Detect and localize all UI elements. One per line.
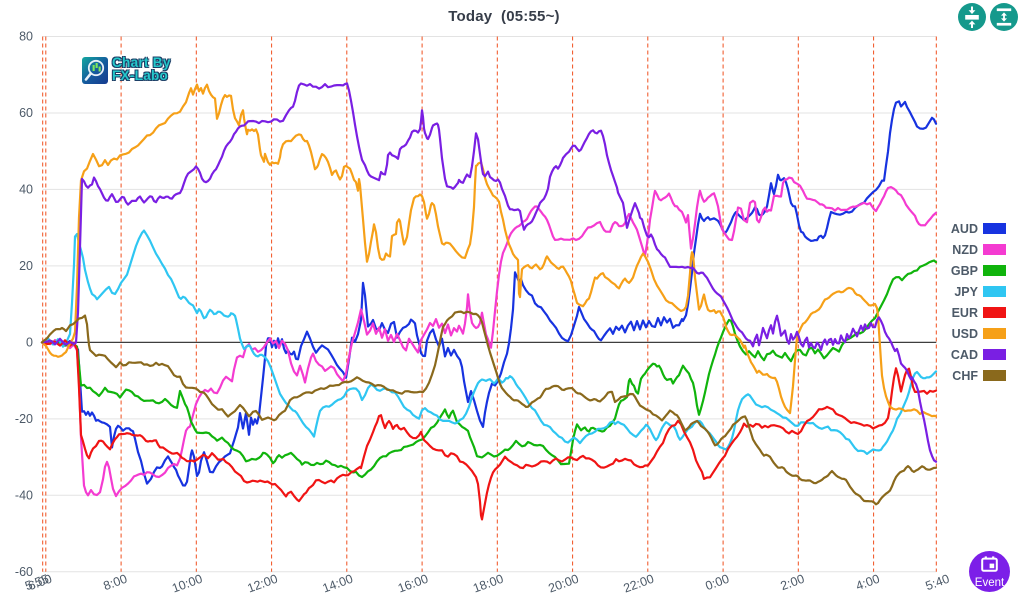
svg-text:0: 0 bbox=[26, 335, 33, 349]
svg-text:80: 80 bbox=[19, 30, 33, 44]
svg-text:-60: -60 bbox=[15, 565, 33, 579]
svg-text:5:40: 5:40 bbox=[924, 572, 952, 593]
svg-text:16:00: 16:00 bbox=[396, 572, 430, 596]
svg-text:12:00: 12:00 bbox=[245, 572, 279, 596]
svg-text:20: 20 bbox=[19, 259, 33, 273]
svg-text:-40: -40 bbox=[15, 488, 33, 502]
svg-text:-20: -20 bbox=[15, 412, 33, 426]
svg-text:0:00: 0:00 bbox=[703, 572, 731, 593]
svg-text:14:00: 14:00 bbox=[321, 572, 355, 596]
svg-text:60: 60 bbox=[19, 106, 33, 120]
svg-text:8:00: 8:00 bbox=[101, 572, 129, 593]
svg-text:22:00: 22:00 bbox=[622, 572, 656, 596]
svg-text:20:00: 20:00 bbox=[546, 572, 580, 596]
svg-text:18:00: 18:00 bbox=[471, 572, 505, 596]
svg-text:40: 40 bbox=[19, 182, 33, 196]
svg-text:2:00: 2:00 bbox=[779, 572, 807, 593]
svg-text:4:00: 4:00 bbox=[854, 572, 882, 593]
svg-text:10:00: 10:00 bbox=[170, 572, 204, 596]
